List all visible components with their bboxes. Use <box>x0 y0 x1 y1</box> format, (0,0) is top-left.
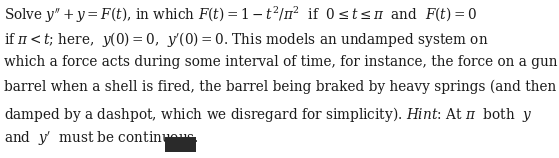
Text: if $\pi < t$; here,  $y(0) = 0$,  $y'(0) = 0$. This models an undamped system on: if $\pi < t$; here, $y(0) = 0$, $y'(0) =… <box>4 30 489 49</box>
FancyBboxPatch shape <box>165 137 196 152</box>
Text: which a force acts during some interval of time, for instance, the force on a gu: which a force acts during some interval … <box>4 55 558 69</box>
Text: damped by a dashpot, which we disregard for simplicity). $\mathit{Hint}$: At $\p: damped by a dashpot, which we disregard … <box>4 105 533 124</box>
Text: Solve $y'' + y = F(t)$, in which $F(t) = 1 - t^2/\pi^2$  if  $0 \leq t \leq \pi$: Solve $y'' + y = F(t)$, in which $F(t) =… <box>4 5 477 25</box>
Text: and  $y'$  must be continuous.: and $y'$ must be continuous. <box>4 130 200 148</box>
Text: barrel when a shell is fired, the barrel being braked by heavy springs (and then: barrel when a shell is fired, the barrel… <box>4 80 557 94</box>
